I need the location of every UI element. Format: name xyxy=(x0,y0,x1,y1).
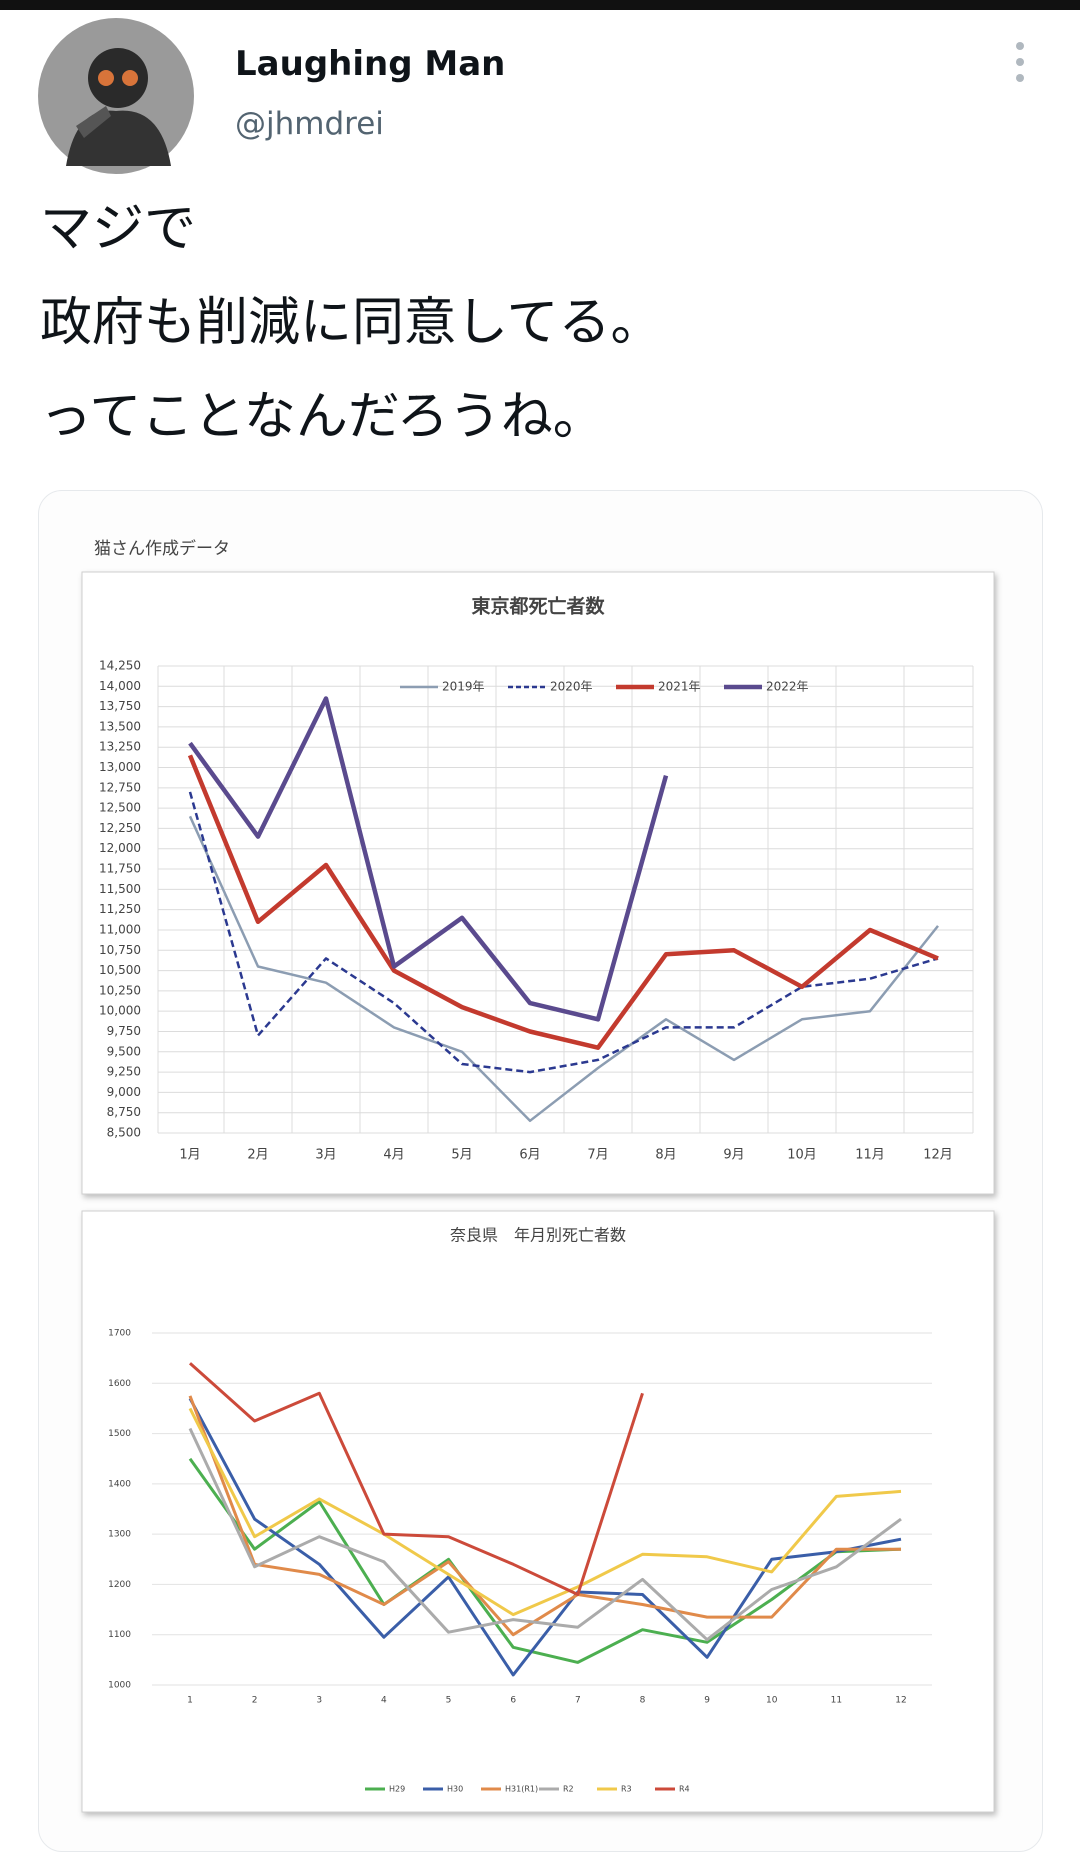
data-line xyxy=(188,1362,644,1596)
x-tick-label: 12 xyxy=(895,1696,906,1706)
legend-label: H30 xyxy=(447,1785,463,1794)
y-tick-label: 12,500 xyxy=(99,801,141,815)
x-tick-label: 11月 xyxy=(855,1148,885,1163)
avatar[interactable] xyxy=(36,16,196,176)
legend-label: 2019年 xyxy=(442,680,485,694)
x-tick-label: 2月 xyxy=(247,1148,268,1163)
y-tick-label: 8,500 xyxy=(107,1126,141,1140)
x-tick-label: 8月 xyxy=(655,1148,676,1163)
y-tick-label: 11,250 xyxy=(99,902,141,916)
x-tick-label: 2 xyxy=(252,1696,258,1706)
y-tick-label: 10,500 xyxy=(99,963,141,977)
x-tick-label: 12月 xyxy=(923,1148,953,1163)
y-tick-label: 11,000 xyxy=(99,922,141,936)
legend-label: H31(R1) xyxy=(505,1785,538,1794)
more-menu[interactable] xyxy=(1010,40,1030,84)
y-tick-label: 12,000 xyxy=(99,841,141,855)
y-tick-label: 8,750 xyxy=(107,1105,141,1119)
y-tick-label: 11,750 xyxy=(99,862,141,876)
status-bar xyxy=(0,0,1080,10)
y-tick-label: 1700 xyxy=(108,1329,131,1339)
y-tick-label: 13,500 xyxy=(99,719,141,733)
y-tick-label: 12,250 xyxy=(99,821,141,835)
x-tick-label: 10 xyxy=(766,1696,778,1706)
user-handle[interactable]: @jhmdrei xyxy=(235,106,384,142)
y-tick-label: 9,500 xyxy=(107,1044,141,1058)
data-line xyxy=(188,815,939,1123)
y-tick-label: 1000 xyxy=(108,1681,131,1691)
tweet-text: ってことなんだろうね。 xyxy=(40,387,605,447)
data-line xyxy=(188,791,939,1074)
x-tick-label: 4 xyxy=(381,1696,387,1706)
y-tick-label: 13,250 xyxy=(99,740,141,754)
y-tick-label: 11,500 xyxy=(99,882,141,896)
x-tick-label: 3月 xyxy=(315,1148,336,1163)
y-tick-label: 14,000 xyxy=(99,679,141,693)
y-tick-label: 9,750 xyxy=(107,1024,141,1038)
legend-label: H29 xyxy=(389,1785,405,1794)
data-line xyxy=(188,1407,902,1617)
x-tick-label: 6 xyxy=(510,1696,516,1706)
legend-label: 2021年 xyxy=(658,680,701,694)
image-caption: 猫さん作成データ xyxy=(94,538,230,559)
data-line xyxy=(188,1457,902,1664)
x-tick-label: 3 xyxy=(316,1696,322,1706)
x-tick-label: 1 xyxy=(187,1696,193,1706)
y-tick-label: 1100 xyxy=(108,1630,131,1640)
x-tick-label: 7月 xyxy=(587,1148,608,1163)
y-tick-label: 1600 xyxy=(108,1379,131,1389)
chart-title: 東京都死亡者数 xyxy=(471,595,605,618)
x-tick-label: 4月 xyxy=(383,1148,404,1163)
y-tick-label: 1300 xyxy=(108,1530,131,1540)
x-tick-label: 9 xyxy=(704,1696,710,1706)
x-tick-label: 5月 xyxy=(451,1148,472,1163)
chart-panel xyxy=(81,1210,995,1813)
data-line xyxy=(188,1427,902,1642)
x-tick-label: 9月 xyxy=(723,1148,744,1163)
data-line xyxy=(188,1395,901,1637)
x-tick-label: 1月 xyxy=(179,1148,200,1163)
y-tick-label: 10,000 xyxy=(99,1004,141,1018)
x-tick-label: 8 xyxy=(640,1696,646,1706)
legend-label: 2022年 xyxy=(766,680,809,694)
legend-label: R3 xyxy=(621,1785,632,1794)
x-tick-label: 5 xyxy=(446,1696,452,1706)
legend-label: R2 xyxy=(563,1785,574,1794)
legend-label: 2020年 xyxy=(550,680,593,694)
data-line xyxy=(187,754,939,1050)
y-tick-label: 1400 xyxy=(108,1479,131,1489)
y-tick-label: 9,250 xyxy=(107,1065,141,1079)
y-tick-label: 1200 xyxy=(108,1580,131,1590)
y-tick-label: 13,750 xyxy=(99,699,141,713)
x-tick-label: 6月 xyxy=(519,1148,540,1163)
tweet-text: マジで xyxy=(40,199,197,259)
y-tick-label: 9,000 xyxy=(107,1085,141,1099)
chart-title: 奈良県 年月別死亡者数 xyxy=(450,1226,626,1245)
y-tick-label: 13,000 xyxy=(99,760,141,774)
data-line xyxy=(188,696,669,1022)
y-tick-label: 1500 xyxy=(108,1429,131,1439)
x-tick-label: 7 xyxy=(575,1696,581,1706)
y-tick-label: 14,250 xyxy=(99,659,141,673)
tweet-text: 政府も削減に同意してる。 xyxy=(40,293,663,353)
legend-label: R4 xyxy=(679,1785,690,1794)
chart-panel xyxy=(81,571,995,1195)
x-tick-label: 11 xyxy=(831,1696,842,1706)
y-tick-label: 12,750 xyxy=(99,780,141,794)
y-tick-label: 10,750 xyxy=(99,943,141,957)
y-tick-label: 10,250 xyxy=(99,983,141,997)
user-name[interactable]: Laughing Man xyxy=(235,44,506,84)
x-tick-label: 10月 xyxy=(787,1148,817,1163)
